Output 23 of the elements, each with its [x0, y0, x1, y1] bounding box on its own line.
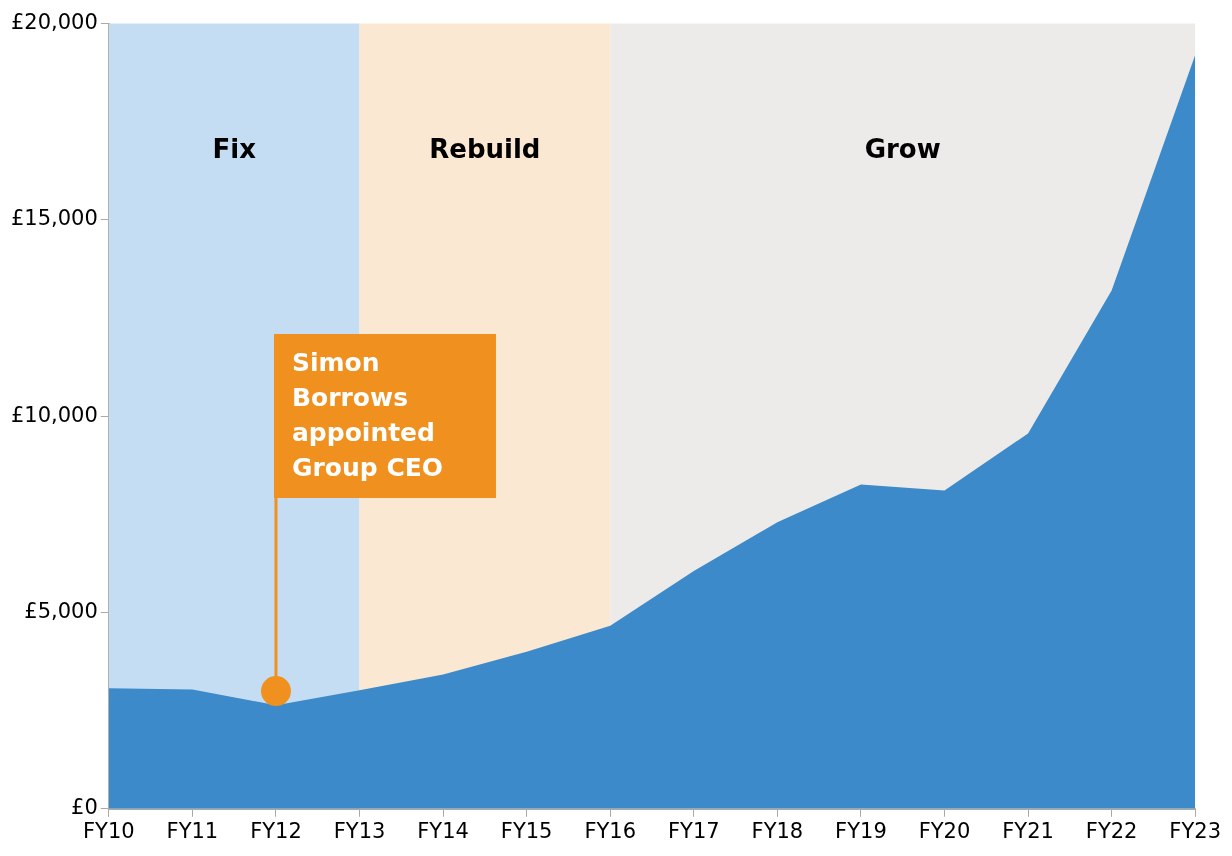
- y-tick-label: £5,000: [24, 598, 98, 623]
- x-tick-label: FY11: [166, 818, 219, 843]
- x-tick-label: FY12: [250, 818, 302, 843]
- x-tick-label: FY20: [918, 818, 971, 843]
- y-tick-label: £15,000: [11, 206, 98, 231]
- x-tick-label: FY21: [1002, 818, 1054, 843]
- x-tick-label: FY16: [584, 818, 637, 843]
- x-tick-label: FY13: [333, 818, 386, 843]
- y-tick-label: £0: [71, 795, 98, 820]
- x-tick-label: FY23: [1169, 818, 1222, 843]
- x-tick-label: FY17: [667, 818, 720, 843]
- annotation: Simon Borrows appointed Group CEO: [291, 347, 444, 482]
- band-label: Grow: [864, 134, 941, 165]
- x-tick-label: FY14: [417, 818, 469, 843]
- y-tick-label: £10,000: [11, 402, 98, 427]
- x-tick-label: FY19: [835, 818, 887, 843]
- x-tick-label: FY22: [1085, 818, 1138, 843]
- band-label: Fix: [212, 134, 257, 165]
- x-tick-label: FY15: [500, 818, 553, 843]
- x-tick-label: FY10: [83, 818, 135, 843]
- band-label: Rebuild: [429, 134, 541, 165]
- x-tick-label: FY18: [751, 818, 804, 843]
- y-tick-label: £20,000: [11, 10, 98, 35]
